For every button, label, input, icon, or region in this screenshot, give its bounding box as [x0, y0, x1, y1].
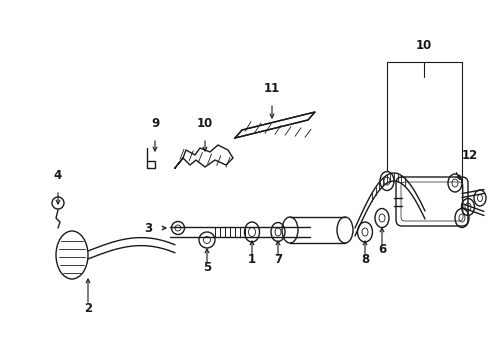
- Text: 5: 5: [203, 261, 211, 274]
- Text: 12: 12: [461, 149, 477, 162]
- Text: 8: 8: [360, 253, 368, 266]
- Text: 1: 1: [247, 253, 256, 266]
- Text: 10: 10: [197, 117, 213, 130]
- Text: 11: 11: [264, 82, 280, 95]
- Text: 2: 2: [84, 302, 92, 315]
- Text: 9: 9: [151, 117, 159, 130]
- Text: 7: 7: [273, 253, 282, 266]
- Text: 4: 4: [54, 169, 62, 182]
- Text: 3: 3: [143, 221, 152, 234]
- Text: 10: 10: [415, 39, 431, 52]
- Text: 6: 6: [377, 243, 386, 256]
